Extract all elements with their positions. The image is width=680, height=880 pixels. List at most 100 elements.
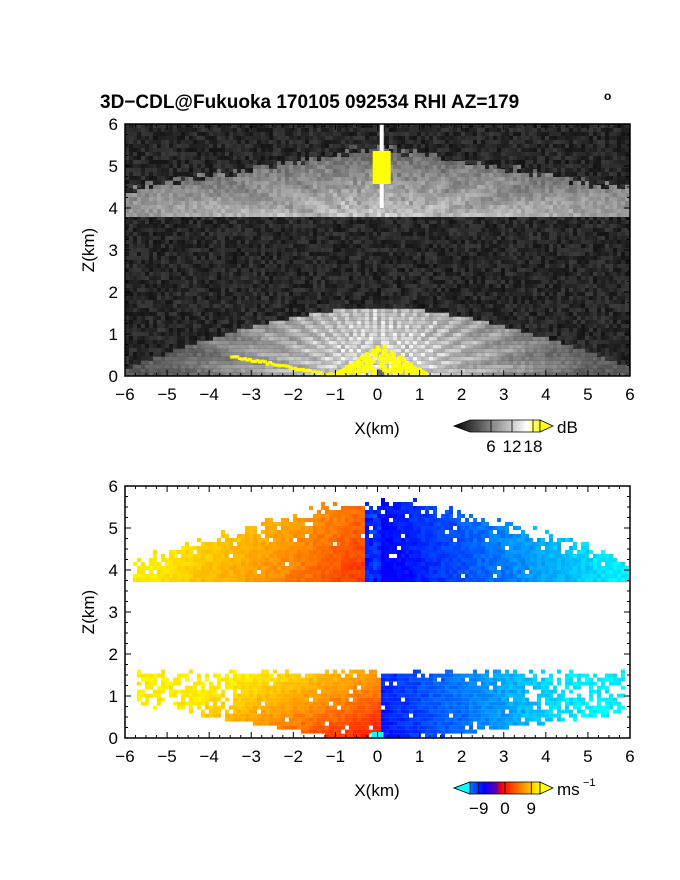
noise-pixel xyxy=(441,144,445,148)
noise-pixel xyxy=(189,164,193,168)
noise-pixel xyxy=(613,128,617,132)
noise-pixel xyxy=(557,168,561,172)
noise-pixel xyxy=(397,140,401,144)
noise-pixel xyxy=(313,136,317,140)
noise-pixel xyxy=(129,148,133,152)
noise-pixel xyxy=(181,228,185,232)
noise-pixel xyxy=(361,268,365,272)
noise-pixel xyxy=(133,160,137,164)
noise-pixel xyxy=(541,248,545,252)
noise-pixel xyxy=(545,148,549,152)
noise-pixel xyxy=(557,264,561,268)
noise-pixel xyxy=(465,228,469,232)
noise-pixel xyxy=(333,272,337,276)
noise-pixel xyxy=(253,132,257,136)
noise-pixel xyxy=(409,244,413,248)
noise-pixel xyxy=(205,124,209,128)
noise-pixel xyxy=(173,248,177,252)
noise-pixel xyxy=(445,216,449,220)
noise-pixel xyxy=(377,128,381,132)
noise-pixel xyxy=(577,164,581,168)
noise-pixel xyxy=(509,276,513,280)
noise-pixel xyxy=(369,144,373,148)
noise-pixel xyxy=(565,160,569,164)
noise-pixel xyxy=(597,136,601,140)
noise-pixel xyxy=(489,144,493,148)
noise-pixel xyxy=(549,164,553,168)
noise-pixel xyxy=(581,180,585,184)
noise-pixel xyxy=(573,160,577,164)
noise-pixel xyxy=(309,268,313,272)
noise-pixel xyxy=(565,136,569,140)
noise-pixel xyxy=(289,136,293,140)
noise-pixel xyxy=(169,152,173,156)
noise-pixel xyxy=(173,276,177,280)
noise-pixel xyxy=(545,268,549,272)
noise-pixel xyxy=(405,128,409,132)
noise-pixel xyxy=(569,268,573,272)
noise-pixel xyxy=(481,156,485,160)
noise-pixel xyxy=(333,252,337,256)
noise-pixel xyxy=(365,132,369,136)
noise-pixel xyxy=(505,128,509,132)
noise-pixel xyxy=(389,124,393,128)
noise-pixel xyxy=(425,232,429,236)
noise-pixel xyxy=(545,276,549,280)
noise-pixel xyxy=(533,248,537,252)
noise-pixel xyxy=(429,144,433,148)
noise-pixel xyxy=(465,152,469,156)
noise-pixel xyxy=(237,276,241,280)
noise-pixel xyxy=(597,228,601,232)
noise-pixel xyxy=(129,128,133,132)
noise-pixel xyxy=(285,240,289,244)
noise-pixel xyxy=(233,232,237,236)
noise-pixel xyxy=(613,176,617,180)
noise-pixel xyxy=(613,276,617,280)
noise-pixel xyxy=(369,136,373,140)
noise-pixel xyxy=(417,136,421,140)
noise-pixel xyxy=(141,168,145,172)
noise-pixel xyxy=(569,220,573,224)
noise-pixel xyxy=(497,216,501,220)
noise-pixel xyxy=(305,128,309,132)
noise-pixel xyxy=(449,260,453,264)
noise-pixel xyxy=(613,220,617,224)
noise-pixel xyxy=(209,264,213,268)
noise-pixel xyxy=(157,224,161,228)
noise-pixel xyxy=(201,264,205,268)
noise-pixel xyxy=(553,264,557,268)
noise-pixel xyxy=(541,140,545,144)
noise-pixel xyxy=(145,136,149,140)
noise-pixel xyxy=(541,240,545,244)
noise-pixel xyxy=(425,128,429,132)
noise-pixel xyxy=(505,168,509,172)
noise-pixel xyxy=(145,164,149,168)
noise-pixel xyxy=(253,264,257,268)
noise-pixel xyxy=(349,216,353,220)
noise-pixel xyxy=(197,140,201,144)
noise-pixel xyxy=(365,232,369,236)
noise-pixel xyxy=(373,144,377,148)
noise-pixel xyxy=(513,268,517,272)
noise-pixel xyxy=(525,264,529,268)
noise-pixel xyxy=(301,224,305,228)
noise-pixel xyxy=(221,264,225,268)
noise-pixel xyxy=(257,232,261,236)
noise-pixel xyxy=(289,140,293,144)
noise-pixel xyxy=(401,232,405,236)
noise-pixel xyxy=(281,156,285,160)
noise-pixel xyxy=(337,132,341,136)
noise-pixel xyxy=(433,216,437,220)
noise-pixel xyxy=(497,156,501,160)
noise-pixel xyxy=(217,256,221,260)
noise-pixel xyxy=(193,252,197,256)
noise-pixel xyxy=(381,220,385,224)
noise-pixel xyxy=(569,272,573,276)
noise-pixel xyxy=(505,164,509,168)
noise-pixel xyxy=(369,256,373,260)
noise-pixel xyxy=(365,268,369,272)
noise-pixel xyxy=(273,232,277,236)
noise-pixel xyxy=(189,124,193,128)
noise-pixel xyxy=(533,272,537,276)
noise-pixel xyxy=(325,216,329,220)
